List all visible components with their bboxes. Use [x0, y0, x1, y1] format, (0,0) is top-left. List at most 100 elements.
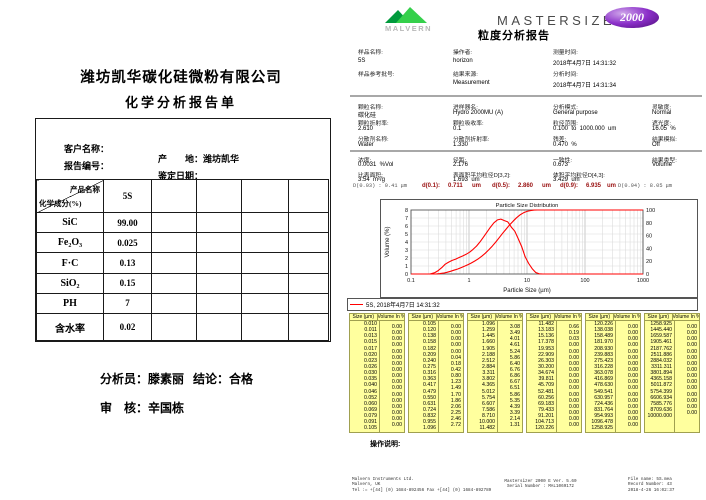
column-header: Volume In %	[495, 313, 523, 321]
origin-value: 潍坊凯华	[203, 154, 240, 164]
component-cell: 含水率	[36, 313, 104, 341]
svg-text:100: 100	[580, 278, 589, 284]
volume-cell: 0.00	[391, 403, 402, 410]
volume-cell: 0.00	[627, 336, 638, 343]
volume-cell: 6.40	[509, 360, 520, 367]
volume-cell: 3.49	[509, 330, 520, 337]
size-cell: 79.433	[538, 406, 554, 413]
volume-cell: 0.00	[568, 385, 579, 392]
volume-cell: 0.00	[450, 342, 461, 349]
value-cell: 7	[103, 292, 152, 315]
size-table-group: Size (µm) Volume In % 1.096 1.259 1.445 1.660…	[467, 313, 523, 433]
svg-text:Volume (%): Volume (%)	[385, 226, 391, 257]
size-cell: 1096.478	[591, 419, 613, 426]
component-cell: F·C	[36, 252, 104, 274]
particle-size-report: MALVERN MASTERSIZER 2000 粒度分析报告 样品名称: 5S 操…	[345, 0, 706, 500]
size-table-body: 11.482 13.183 15.136 17.378 19.953 22.909 26.3…	[526, 321, 582, 433]
empty-cell	[288, 232, 329, 254]
size-cell: 8709.636	[650, 406, 672, 413]
volume-cell: 0.00	[450, 348, 461, 355]
size-table-group: Size (µm) Volume In % 0.010 0.011 0.013 0.015…	[349, 313, 405, 433]
size-cell: 0.209	[423, 351, 436, 358]
size-cell: 0.017	[364, 345, 377, 352]
volume-cell: 0.00	[627, 366, 638, 373]
footer-line: 2018-4-26 16:02:37	[628, 487, 675, 493]
volume-cell: 0.00	[627, 324, 638, 330]
column-header: Size (µm)	[467, 313, 496, 321]
volume-cell: 0.00	[686, 391, 697, 398]
field-label: 分析模式:	[553, 105, 578, 111]
footer-left: Malvern Instruments Ltd. Malvern, UK Tel :…	[352, 477, 491, 493]
volume-cell: 3.08	[509, 324, 520, 330]
volume-cell: 0.00	[568, 379, 579, 386]
size-cell: 0.026	[364, 363, 377, 370]
size-cell: 1258.925	[591, 425, 613, 432]
origin-label: 产 地：	[158, 154, 204, 164]
field-label: 测量时间:	[553, 50, 578, 56]
size-cell: 2511.886	[650, 351, 672, 358]
size-cell: 1905.461	[650, 339, 672, 346]
chart-legend: 5S, 2018年4月7日 14:31:32	[347, 298, 698, 311]
volume-cell: 0.00	[568, 391, 579, 398]
size-cell: 104.713	[535, 419, 554, 426]
volume-cell: 0.00	[450, 330, 461, 337]
size-cell: 954.993	[594, 413, 613, 420]
volume-cell: 0.00	[686, 397, 697, 404]
legend-line-swatch	[350, 304, 363, 305]
volume-cell: 0.00	[568, 416, 579, 423]
field-label: 样品参考批号:	[358, 72, 395, 78]
mountain-logo-icon: MALVERN	[385, 7, 431, 33]
size-table: Size (µm) Volume In % 0.010 0.011 0.013 0.015…	[349, 313, 700, 433]
field-value: 0.100 to 1000.000 um	[553, 125, 617, 132]
empty-cell	[241, 252, 289, 274]
volume-cell: 0.00	[391, 366, 402, 373]
volume-cell: 1.49	[450, 385, 461, 392]
table-row: Fe₂O₃ 0.025	[36, 232, 329, 254]
size-cell: 5754.399	[650, 388, 672, 395]
volume-cell: 0.00	[391, 373, 402, 380]
psd-chart-svg: 0.1 1 10 100 1000012345678020406080100Partic…	[385, 203, 655, 294]
analyst-line: 分析员：滕素丽	[100, 370, 184, 387]
field-value: 2018年4月7日 14:31:34	[553, 82, 617, 89]
divider	[350, 95, 702, 97]
size-table-header: Size (µm) Volume In %	[349, 313, 405, 321]
field-label: 分散剂名称:	[358, 137, 389, 143]
size-cell: 5011.872	[650, 382, 672, 389]
size-table-header: Size (µm) Volume In %	[585, 313, 641, 321]
field-value: horizon	[453, 57, 473, 64]
field-value: 16.05 %	[652, 125, 676, 132]
field-label: 浓度:	[358, 158, 372, 164]
volume-cell: 4.39	[509, 403, 520, 410]
volume-cell: 0.00	[391, 360, 402, 367]
d-label: d(0.5):	[492, 183, 510, 189]
field-value: 0.1	[453, 125, 462, 132]
d003-note: D(0.03) : 0.41 μm	[353, 183, 408, 189]
size-cell: 1445.440	[650, 327, 672, 334]
column-header: Size (µm)	[408, 313, 437, 321]
size-cell: 8.710	[482, 413, 495, 420]
size-cell: 19.953	[538, 345, 554, 352]
size-cell: 1.660	[482, 339, 495, 346]
empty-cell	[241, 292, 289, 315]
legend-label: 5S, 2018年4月7日 14:31:32	[366, 303, 440, 309]
size-cell: 10.000	[479, 419, 495, 426]
volume-cell: 0.00	[391, 330, 402, 337]
volume-cell: 2.72	[450, 422, 461, 429]
empty-cell	[196, 232, 242, 254]
svg-text:60: 60	[646, 234, 652, 240]
svg-text:80: 80	[646, 221, 652, 227]
size-cell: 0.182	[423, 345, 436, 352]
d-unit: um	[607, 183, 616, 189]
size-cell: 34.674	[538, 370, 554, 377]
size-cell: 0.011	[364, 327, 377, 334]
field-value: 0.673	[553, 162, 569, 168]
size-cell: 3.802	[482, 376, 495, 383]
divider	[350, 150, 702, 152]
volume-cell: 0.00	[568, 348, 579, 355]
value-cell: 0.025	[103, 232, 152, 254]
empty-cell	[288, 313, 329, 341]
size-cell: 138.038	[594, 327, 613, 334]
field-value: 碳化硅	[358, 112, 377, 119]
volume-cell: 0.42	[450, 366, 461, 373]
component-cell: PH	[36, 292, 104, 315]
